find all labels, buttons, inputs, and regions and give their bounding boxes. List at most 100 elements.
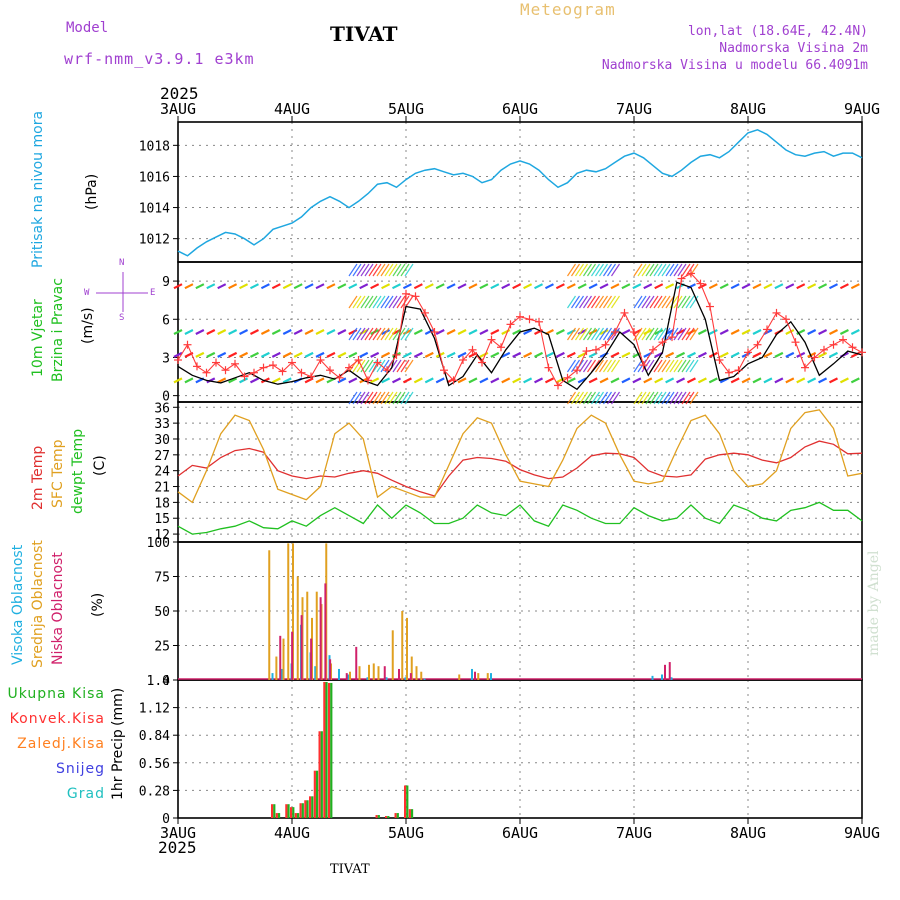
cloud-bar: [477, 673, 480, 680]
precip-legend-snow: Snijeg: [55, 761, 105, 777]
gust-hatch: [645, 263, 655, 277]
elevation-text: Nadmorska Visina 2m: [719, 41, 868, 56]
y-tick-label: 24: [154, 465, 170, 480]
y-tick-label: 1014: [139, 202, 170, 217]
gust-hatch: [595, 327, 604, 341]
wind-barb: [555, 283, 565, 290]
cloud-bar: [324, 583, 327, 680]
wind-barb: [676, 377, 686, 384]
gust-hatch: [665, 391, 675, 405]
gust-hatch: [364, 359, 374, 373]
wind-barb: [337, 283, 347, 290]
gust-hatch: [384, 327, 394, 341]
wind-barb: [424, 283, 434, 290]
temp-line-0: [177, 440, 863, 497]
gust-hatch: [665, 295, 675, 309]
gust-hatch: [661, 263, 671, 277]
gust-hatch: [649, 295, 659, 309]
wind-barb: [271, 351, 281, 358]
wind-barb: [446, 329, 456, 335]
cloud-bar: [410, 656, 413, 680]
cloud-bar: [329, 659, 332, 680]
precip-conv-bar: [285, 804, 288, 818]
cloud-bar: [401, 611, 404, 680]
gust-hatch: [661, 391, 671, 405]
cloud-bar: [281, 668, 283, 680]
year-bottom: 2025: [158, 838, 197, 857]
gust-hatch: [376, 391, 386, 405]
cloud-bar: [423, 678, 426, 680]
wind-barb: [249, 351, 259, 358]
wind-barb: [752, 283, 762, 290]
gust-hatch: [380, 295, 390, 309]
wind-barb: [381, 283, 391, 290]
gust-hatch: [348, 327, 358, 341]
gust-hatch: [661, 359, 671, 373]
gust-hatch: [372, 263, 382, 277]
precip-conv-bar: [271, 804, 274, 818]
wind-barb: [829, 377, 838, 384]
year-top: 2025: [160, 84, 199, 103]
gust-hatch: [396, 295, 406, 309]
precip-conv-bar: [394, 813, 397, 818]
gust-hatch: [571, 327, 580, 341]
precip-conv-bar: [328, 682, 331, 818]
gust-hatch: [587, 391, 596, 405]
wind-barb: [249, 283, 259, 290]
wind-barb: [359, 283, 369, 290]
x-tick-label-top: 3AUG: [160, 100, 196, 118]
gust-hatch: [611, 359, 620, 373]
x-tick-label-top: 9AUG: [844, 100, 880, 118]
gust-hatch: [392, 327, 402, 341]
gust-hatch: [376, 263, 386, 277]
cloud-bar: [398, 668, 400, 680]
wind-barb: [479, 351, 489, 358]
gust-hatch: [587, 359, 596, 373]
cloud-bar: [292, 543, 294, 680]
wind-barb: [402, 351, 412, 358]
footer-station: TIVAT: [330, 862, 370, 877]
gust-hatch: [360, 295, 370, 309]
wind-barb: [785, 351, 795, 358]
wind-barb: [315, 351, 325, 358]
wind-barb: [523, 283, 533, 290]
wind-barb: [424, 377, 434, 384]
precip-total-bar: [396, 813, 399, 818]
wind-barb: [599, 377, 609, 384]
y-tick-label: 6: [162, 313, 170, 328]
wind-barb: [282, 283, 292, 290]
wind-barb: [184, 283, 194, 290]
gust-hatch: [583, 359, 592, 373]
x-tick-label-bottom: 3AUG: [160, 824, 196, 842]
wind-barb: [763, 377, 773, 384]
wind-barb: [523, 329, 533, 335]
cloud-bar: [377, 666, 380, 680]
wind-barb: [206, 377, 216, 384]
cloud-bar: [368, 664, 370, 680]
wind-barb: [577, 377, 587, 384]
gust-hatch: [681, 263, 691, 277]
wind-barb: [195, 351, 205, 358]
wind-barb: [774, 283, 784, 290]
x-tick-label-bottom: 4AUG: [274, 824, 310, 842]
lonlat-text: lon,lat (18.64E, 42.4N): [687, 24, 868, 39]
wind-barb: [293, 283, 303, 290]
wind-barb: [239, 329, 249, 335]
wind-barb: [665, 283, 675, 290]
precip-total-bar: [320, 731, 323, 818]
gust-hatch: [637, 391, 647, 405]
wind-barb: [534, 377, 544, 384]
gust-hatch: [653, 295, 663, 309]
panel-frame: [177, 679, 863, 819]
gust-hatch: [599, 295, 608, 309]
temp-line-1: [177, 409, 863, 504]
gust-hatch: [392, 391, 402, 405]
wind-barb: [719, 329, 729, 335]
gust-hatch: [388, 295, 398, 309]
x-tick-label-bottom: 8AUG: [730, 824, 766, 842]
wind-barb: [337, 329, 347, 335]
y-tick-label: 12: [154, 528, 170, 543]
gust-hatch: [595, 295, 604, 309]
wind-barb: [304, 351, 314, 358]
wind-barb: [479, 329, 489, 335]
